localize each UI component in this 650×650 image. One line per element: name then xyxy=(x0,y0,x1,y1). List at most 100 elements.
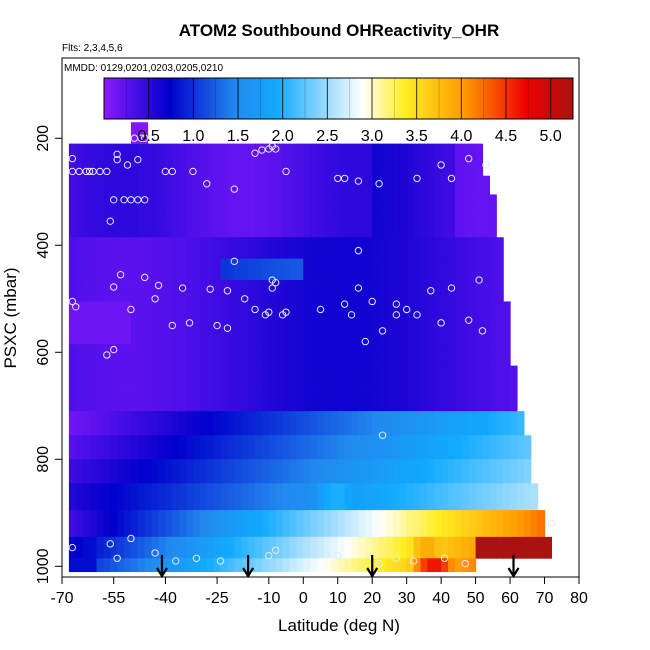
curtain-cell xyxy=(206,435,215,460)
observation-point xyxy=(103,167,111,176)
curtain-cell xyxy=(241,536,249,559)
curtain-cell xyxy=(130,558,139,573)
curtain-cell xyxy=(392,510,401,538)
curtain-cell xyxy=(234,194,242,217)
curtain-cell xyxy=(310,536,318,559)
curtain-cell xyxy=(351,322,360,345)
curtain-cell xyxy=(89,510,98,538)
curtain-cell xyxy=(124,194,132,217)
curtain-cell xyxy=(323,237,332,260)
x-tick-label: 30 xyxy=(398,590,416,607)
curtain-cell xyxy=(289,237,297,260)
curtain-cell xyxy=(117,365,125,388)
curtain-cell xyxy=(261,322,270,345)
curtain-cell xyxy=(68,280,77,302)
curtain-cell xyxy=(82,215,91,238)
curtain-cell xyxy=(179,175,187,195)
observation-point xyxy=(402,305,411,314)
curtain-cell xyxy=(192,435,201,460)
curtain-cell xyxy=(172,435,180,460)
curtain-cell xyxy=(441,387,449,412)
curtain-cell xyxy=(199,237,208,260)
curtain-cell xyxy=(317,459,325,484)
curtain-cell xyxy=(206,558,215,573)
curtain-cell xyxy=(206,194,215,217)
observation-point xyxy=(354,177,363,185)
curtain-cell xyxy=(406,536,415,559)
colorbar-tick-label: 2.5 xyxy=(316,128,338,145)
curtain-cell xyxy=(89,435,98,460)
colorbar-ticks: 0.5 1.0 1.5 2.0 2.5 3.0 3.5 4.0 4.5 5.0 xyxy=(126,78,562,145)
curtain-cell xyxy=(399,536,408,559)
curtain-cell xyxy=(420,558,428,573)
curtain-cell xyxy=(117,536,125,559)
curtain-cell xyxy=(213,510,222,538)
curtain-cell xyxy=(241,301,249,324)
curtain-cell xyxy=(351,258,360,281)
curtain-cell xyxy=(337,365,346,388)
curtain-cell xyxy=(96,322,104,345)
observation-point xyxy=(192,554,201,562)
curtain-cell xyxy=(234,483,242,511)
curtain-cell xyxy=(199,143,208,177)
curtain-cell xyxy=(261,258,270,281)
curtain-cell xyxy=(365,411,373,436)
colorbar-tick-label: 3.0 xyxy=(361,128,383,145)
curtain-cell xyxy=(296,365,304,388)
curtain-cell xyxy=(365,510,373,538)
x-tick-label: 70 xyxy=(536,590,554,607)
curtain-cell xyxy=(234,215,242,238)
curtain-cell xyxy=(96,194,104,217)
curtain-cell xyxy=(68,483,77,511)
curtain-cell xyxy=(248,483,256,511)
curtain-cell xyxy=(379,558,387,573)
curtain-cell xyxy=(344,194,353,217)
curtain-cell xyxy=(255,258,263,281)
curtain-cell xyxy=(241,175,249,195)
observation-point xyxy=(258,146,266,154)
curtain-cell xyxy=(255,459,263,484)
curtain-cell xyxy=(103,301,111,324)
curtain-cell xyxy=(199,435,208,460)
x-tick-label: 50 xyxy=(467,590,485,607)
curtain-cell xyxy=(296,280,304,302)
y-tick-label: 200 xyxy=(35,125,52,152)
curtain-cell xyxy=(461,483,470,511)
curtain-cell xyxy=(392,301,401,324)
curtain-cell xyxy=(482,237,490,260)
x-tick-label: -25 xyxy=(206,590,229,607)
curtain-cell xyxy=(68,536,77,559)
curtain-cell xyxy=(192,558,201,573)
curtain-cell xyxy=(427,459,435,484)
observation-point xyxy=(316,305,325,314)
curtain-cell xyxy=(117,258,125,281)
curtain-cell xyxy=(365,365,373,388)
curtain-cell xyxy=(344,280,353,302)
curtain-cell xyxy=(192,387,201,412)
curtain-cell xyxy=(179,301,187,324)
curtain-cell xyxy=(489,411,497,436)
curtain-cell xyxy=(330,536,339,559)
curtain-cell xyxy=(310,483,318,511)
curtain-cell xyxy=(323,301,332,324)
curtain-cell xyxy=(379,344,387,367)
curtain-cell xyxy=(358,301,366,324)
curtain-cell xyxy=(227,411,235,436)
curtain-cell xyxy=(413,387,422,412)
flight-arrows xyxy=(156,555,520,579)
curtain-cell xyxy=(179,510,187,538)
curtain-cell xyxy=(103,510,111,538)
curtain-cell xyxy=(144,215,153,238)
observation-point xyxy=(268,284,276,292)
curtain-cell xyxy=(289,435,297,460)
curtain-cell xyxy=(248,558,256,573)
curtain-cell xyxy=(392,215,401,238)
curtain-cell xyxy=(165,301,173,324)
curtain-cell xyxy=(372,510,380,538)
curtain-cell xyxy=(454,387,463,412)
curtain-cell xyxy=(68,344,77,367)
curtain-cell xyxy=(151,237,160,260)
curtain-cell xyxy=(227,459,235,484)
curtain-cell xyxy=(158,301,166,324)
curtain-cell xyxy=(420,322,428,345)
